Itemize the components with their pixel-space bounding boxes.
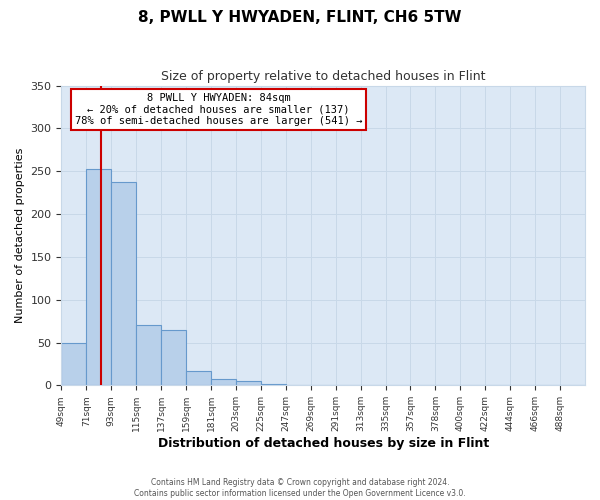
Bar bbox=[61, 342, 86, 386]
Bar bbox=[236, 381, 261, 386]
Bar bbox=[211, 380, 236, 386]
Text: 8 PWLL Y HWYADEN: 84sqm
← 20% of detached houses are smaller (137)
78% of semi-d: 8 PWLL Y HWYADEN: 84sqm ← 20% of detache… bbox=[75, 93, 362, 126]
Bar bbox=[111, 182, 136, 386]
Bar bbox=[186, 371, 211, 386]
X-axis label: Distribution of detached houses by size in Flint: Distribution of detached houses by size … bbox=[158, 437, 489, 450]
Bar bbox=[261, 384, 286, 386]
Bar bbox=[136, 326, 161, 386]
Bar bbox=[161, 330, 186, 386]
Y-axis label: Number of detached properties: Number of detached properties bbox=[15, 148, 25, 323]
Title: Size of property relative to detached houses in Flint: Size of property relative to detached ho… bbox=[161, 70, 485, 83]
Text: 8, PWLL Y HWYADEN, FLINT, CH6 5TW: 8, PWLL Y HWYADEN, FLINT, CH6 5TW bbox=[138, 10, 462, 25]
Text: Contains HM Land Registry data © Crown copyright and database right 2024.
Contai: Contains HM Land Registry data © Crown c… bbox=[134, 478, 466, 498]
Bar bbox=[86, 170, 111, 386]
